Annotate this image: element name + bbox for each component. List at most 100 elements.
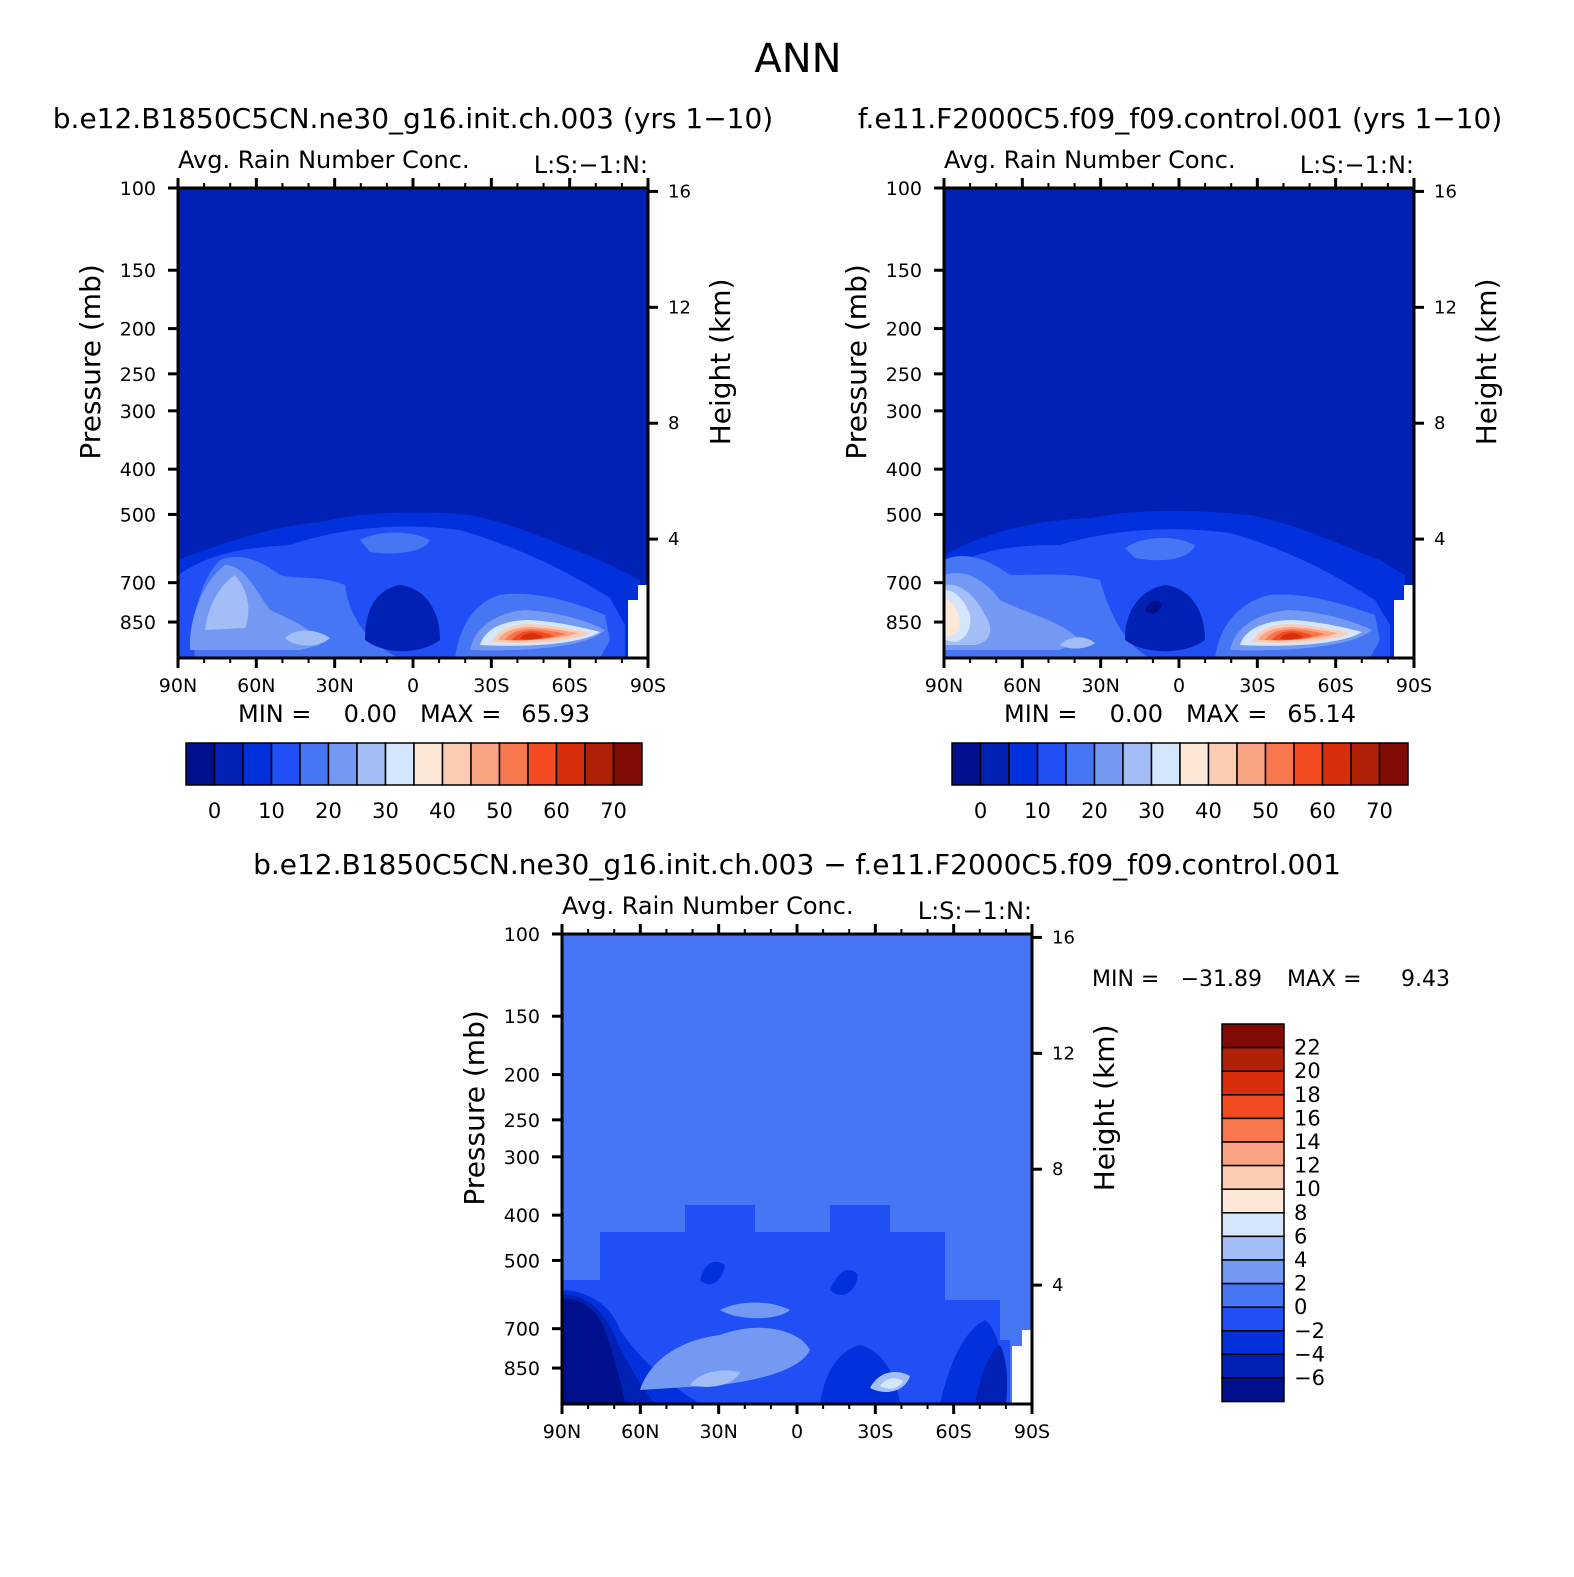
panel-c-colorbar-swatch [1221, 1141, 1285, 1167]
panel-a-colorbar-swatch [242, 742, 273, 786]
panel-c-colorbar-swatch [1221, 1046, 1285, 1072]
panel-b-rtick-label: 8 [1434, 413, 1445, 434]
panel-c-contour-neg6 [562, 1299, 625, 1404]
panel-a-xtick-label: 30S [473, 675, 509, 697]
panel-b-colorbar-swatch [1008, 742, 1039, 786]
panel-a-colorbar-swatch [470, 742, 501, 786]
panel-b-colorbar-swatch [1378, 742, 1409, 786]
panel-a-colorbar-label: 10 [258, 799, 285, 823]
panel-b-min-label: MIN = [1004, 700, 1077, 728]
panel-a-xtick-label: 60S [552, 675, 588, 697]
panel-c-ytick-label: 850 [504, 1358, 540, 1380]
panel-a-case-title: b.e12.B1850C5CN.ne30_g16.init.ch.003 (yr… [53, 102, 773, 135]
panel-a-xtick-label: 30N [315, 675, 353, 697]
panel-a-colorbar-swatch [413, 742, 444, 786]
panel-b-colorbar: 0 10 20 30 40 50 60 70 [951, 742, 1409, 823]
panel-a-contour-30-b [285, 630, 330, 646]
panel-b-colorbar-swatch [1293, 742, 1324, 786]
panel-a-colorbar-swatch [299, 742, 330, 786]
panel-b-xtick-label: 30S [1239, 675, 1275, 697]
panel-a-max-value: 65.93 [521, 700, 590, 728]
panel-a-colorbar-swatch [185, 742, 216, 786]
panel-b-rtick-label: 12 [1434, 297, 1457, 318]
panel-c-max-label: MAX = [1287, 967, 1362, 992]
panel-a-ytick-label: 200 [120, 319, 156, 341]
panel-c-max-value: 9.43 [1401, 967, 1450, 992]
panel-a-plot-area [178, 188, 648, 658]
panel-b-colorbar-label: 0 [974, 799, 987, 823]
panel-a-colorbar-label: 40 [429, 799, 456, 823]
panel-a-rtick-label: 4 [668, 529, 679, 550]
panel-c-colorbar-label: 14 [1294, 1130, 1321, 1154]
panel-a-colorbar-swatch [498, 742, 529, 786]
figure-title: ANN [754, 36, 841, 82]
panel-a-contour-20-upper [360, 532, 430, 554]
panel-a-ytick-label: 400 [120, 459, 156, 481]
panel-a-ytick-label: 250 [120, 364, 156, 386]
panel-c-colorbar-label: 22 [1294, 1036, 1321, 1060]
panel-b-contour-20-upper [1125, 537, 1195, 561]
panel-a-ground-mask-2 [638, 585, 648, 600]
panel-a-colorbar-swatch [270, 742, 301, 786]
panel-b-colorbar-swatch [1264, 742, 1295, 786]
panel-b-ytick-label: 250 [886, 364, 922, 386]
panel-c-colorbar-label: 4 [1294, 1248, 1307, 1272]
panel-b-colorbar-label: 20 [1081, 799, 1108, 823]
panel-b-contour-65 [1280, 633, 1303, 640]
panel-b-xtick-label: 60S [1318, 675, 1354, 697]
panel-c-colorbar-label: 0 [1294, 1295, 1307, 1319]
panel-b-ytick-label: 400 [886, 459, 922, 481]
panel-c-ytick-label: 700 [504, 1319, 540, 1341]
panel-b-colorbar-label: 10 [1024, 799, 1051, 823]
panel-c-colorbar-swatch [1221, 1330, 1285, 1356]
panel-b-colorbar-swatch [1093, 742, 1124, 786]
panel-c-colorbar-label: 2 [1294, 1272, 1307, 1296]
panel-b-colorbar-label: 70 [1366, 799, 1393, 823]
panel-c-colorbar-label: 12 [1294, 1154, 1321, 1178]
panel-c-colorbar-swatch [1221, 1188, 1285, 1214]
panel-b-ytick-label: 150 [886, 260, 922, 282]
panel-a: b.e12.B1850C5CN.ne30_g16.init.ch.003 (yr… [53, 102, 773, 823]
panel-a-colorbar-swatch [612, 742, 643, 786]
panel-c-ytick-label: 200 [504, 1065, 540, 1087]
panel-c-colorbar-swatch [1221, 1212, 1285, 1238]
panel-b-ylabel-right: Height (km) [1470, 279, 1503, 446]
panel-b-ytick-label: 100 [886, 178, 922, 200]
panel-a-ground-mask [628, 600, 648, 658]
panel-c-contour-neg4-b [975, 1345, 1008, 1404]
panel-a-contour-5-core [365, 585, 440, 652]
panel-a-min-value: 0.00 [344, 700, 397, 728]
panel-c-colorbar-swatch [1221, 1259, 1285, 1285]
panel-b-tag: L:S:−1:N: [1300, 151, 1414, 179]
panel-b-colorbar-swatch [1065, 742, 1096, 786]
panel-b-plot-area [944, 188, 1414, 658]
panel-c-xtick-label: 60S [936, 1421, 972, 1443]
panel-b-colorbar-swatch [1036, 742, 1067, 786]
panel-b-rtick-label: 4 [1434, 529, 1445, 550]
panel-a-colorbar-swatch [213, 742, 244, 786]
panel-a-colorbar-swatch [441, 742, 472, 786]
panel-c-ytick-label: 300 [504, 1147, 540, 1169]
panel-b: f.e11.F2000C5.f09_f09.control.001 (yrs 1… [840, 102, 1503, 823]
panel-b-ground-mask-2 [1404, 585, 1414, 600]
panel-c-ground-mask-2 [1022, 1330, 1032, 1346]
panel-a-colorbar-label: 20 [315, 799, 342, 823]
panel-b-case-title: f.e11.F2000C5.f09_f09.control.001 (yrs 1… [858, 102, 1503, 135]
panel-c-contour-8 [880, 1378, 903, 1389]
panel-c-tag: L:S:−1:N: [918, 897, 1032, 925]
panel-a-colorbar-label: 50 [486, 799, 513, 823]
panel-a-rtick-label: 12 [668, 297, 691, 318]
panel-c-colorbar-swatch [1221, 1282, 1285, 1308]
panel-b-contour-30-mid [1060, 637, 1095, 649]
panel-c-contour-2-b [720, 1302, 790, 1319]
panel-a-xtick-label: 60N [237, 675, 275, 697]
panel-a-contour-30 [205, 575, 249, 630]
panel-b-colorbar-swatch [979, 742, 1010, 786]
panel-c-colorbar-swatch [1221, 1070, 1285, 1096]
panel-a-contour-65 [520, 633, 543, 640]
panel-a-ytick-label: 700 [120, 573, 156, 595]
panel-b-xtick-label: 90S [1396, 675, 1432, 697]
panel-c-contour-neg2-d [700, 1261, 725, 1285]
panel-a-colorbar-swatch [527, 742, 558, 786]
